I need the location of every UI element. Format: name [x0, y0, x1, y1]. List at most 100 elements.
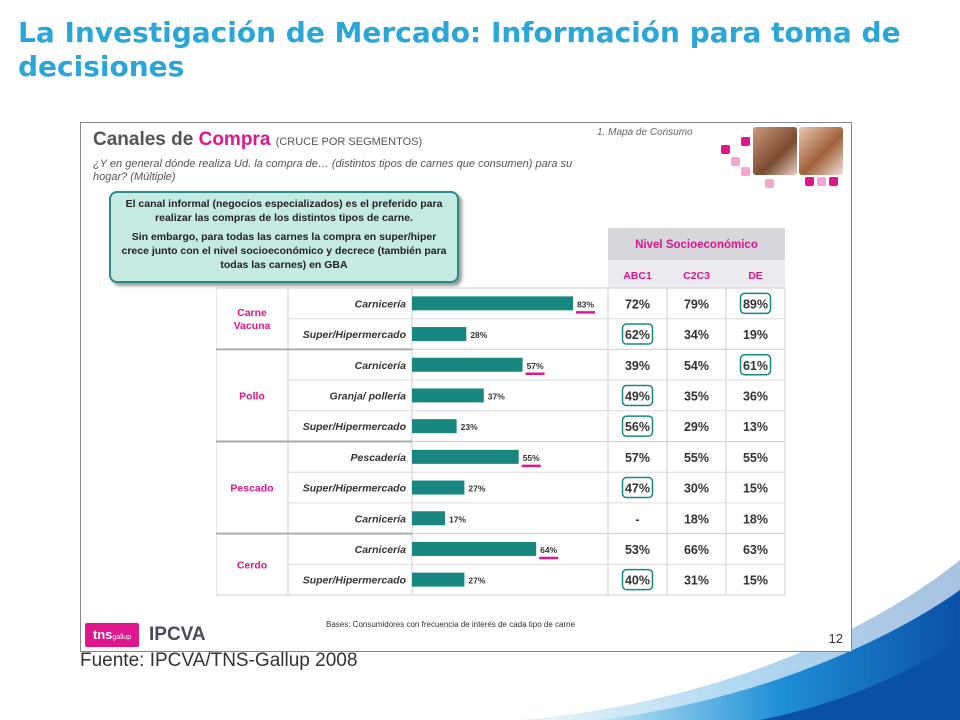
source-note: Fuente: IPCVA/TNS-Gallup 2008: [80, 650, 358, 671]
bar: [412, 419, 457, 434]
ses-value: 18%: [743, 512, 768, 526]
ses-value: 55%: [684, 451, 709, 465]
ses-highlight-box: [739, 292, 772, 315]
ses-value: 61%: [743, 359, 768, 373]
ses-value: 18%: [684, 512, 709, 526]
ses-value: 54%: [684, 359, 709, 373]
channel-label: Pescadería: [351, 452, 407, 464]
ses-value: 36%: [743, 389, 768, 403]
callout-text-1: El canal informal (negocios especializad…: [125, 198, 443, 224]
page-number: 12: [828, 631, 843, 646]
deco-square: [805, 177, 814, 186]
ses-subheader-bg: [608, 260, 785, 288]
section-label: 1. Mapa de Consumo: [597, 127, 693, 138]
bar-value-label: 37%: [488, 391, 505, 401]
ses-value: 29%: [684, 420, 709, 434]
bar-value-label: 83%: [577, 299, 594, 309]
ses-value: 19%: [743, 328, 768, 342]
bar-value-label: 27%: [468, 576, 485, 586]
meat-photo-1: [753, 127, 797, 175]
deco-square: [765, 179, 774, 188]
tns-logo-text: tns: [92, 627, 113, 642]
ses-value: 62%: [625, 328, 650, 342]
ses-value: 66%: [684, 543, 709, 557]
ses-value: 39%: [625, 359, 650, 373]
ses-value: 30%: [684, 482, 709, 496]
channel-label: Super/Hipermercado: [303, 421, 407, 433]
deco-square: [741, 167, 750, 176]
channel-label: Super/Hipermercado: [303, 483, 407, 495]
ses-highlight-box: [621, 568, 654, 591]
bar: [412, 511, 445, 526]
ses-highlight-box: [621, 415, 654, 437]
channel-label: Carnicería: [355, 298, 407, 310]
ses-column-header: C2C3: [683, 270, 710, 282]
ses-value: 13%: [743, 420, 768, 434]
channel-label: Super/Hipermercado: [303, 329, 407, 341]
panel-title-part2: Compra: [198, 129, 271, 150]
ses-column-header: ABC1: [623, 270, 652, 282]
ses-value: 35%: [684, 389, 709, 403]
ses-value: 56%: [625, 420, 650, 434]
channel-label: Carnicería: [355, 513, 407, 525]
bar: [412, 296, 574, 311]
ses-value: 89%: [743, 297, 768, 311]
deco-square: [817, 177, 826, 186]
group-label: Pescado: [230, 483, 273, 495]
chart-panel: Canales de Compra (CRUCE POR SEGMENTOS) …: [80, 122, 852, 652]
ses-value: 57%: [625, 451, 650, 465]
channel-label: Granja/ pollería: [330, 390, 407, 402]
group-label: Cerdo: [237, 559, 267, 571]
bar: [412, 480, 465, 495]
ses-value: 49%: [625, 389, 650, 403]
bar-value-label: 55%: [523, 453, 540, 463]
panel-title-part1: Canales de: [93, 129, 199, 150]
deco-square: [721, 145, 730, 154]
ses-value: 47%: [625, 482, 650, 496]
ses-value: 72%: [625, 297, 650, 311]
ses-header-title: Nivel Socioeconómico: [635, 239, 758, 251]
ses-value: 79%: [684, 297, 709, 311]
tns-logo-sub: gallup: [112, 634, 132, 641]
ses-value: 40%: [625, 574, 650, 588]
ipcva-logo: IPCVA: [149, 624, 206, 645]
ses-value: 53%: [625, 543, 650, 557]
ses-value: 34%: [684, 328, 709, 342]
bases-note: Bases: Consumidores con frecuencia de in…: [326, 620, 576, 629]
ses-column-header: DE: [748, 270, 763, 282]
group-label: Vacuna: [234, 320, 271, 332]
deco-square: [731, 157, 740, 166]
photo-strip: [721, 127, 845, 188]
channel-label: Carnicería: [355, 544, 407, 556]
panel-title: Canales de Compra (CRUCE POR SEGMENTOS): [93, 129, 422, 151]
channel-label: Carnicería: [355, 360, 407, 372]
slide-title: La Investigación de Mercado: Información…: [18, 16, 901, 83]
bar-value-label: 27%: [468, 484, 485, 494]
deco-square: [741, 137, 750, 146]
channel-chart: Nivel Socioeconómico ABC1 C2C3 DE Carnicería…: [216, 228, 786, 596]
channel-label: Super/Hipermercado: [303, 575, 407, 587]
callout-box: El canal informal (negocios especializad…: [109, 191, 459, 283]
bar: [412, 327, 467, 342]
bar-value-label: 57%: [527, 361, 544, 371]
ses-value: 55%: [743, 451, 768, 465]
survey-question: ¿Y en general dónde realiza Ud. la compr…: [93, 158, 573, 183]
bar-value-label: 64%: [540, 545, 557, 555]
bar-value-label: 23%: [461, 422, 478, 432]
ses-value: 63%: [743, 543, 768, 557]
bar-value-label: 28%: [470, 330, 487, 340]
bar-value-label: 17%: [449, 514, 466, 524]
ses-highlight-box: [621, 323, 654, 345]
bar: [412, 357, 523, 372]
group-label: Pollo: [239, 390, 265, 402]
ses-header-bg: [608, 228, 785, 260]
bar: [412, 449, 519, 464]
ses-value: -: [635, 512, 639, 526]
callout-text-2: Sin embargo, para todas las carnes la co…: [121, 231, 447, 271]
ses-value: 15%: [743, 482, 768, 496]
ses-highlight-box: [739, 354, 772, 376]
meat-photo-2: [799, 127, 843, 175]
tns-gallup-logo: tnsgallup: [85, 623, 139, 647]
panel-title-part3: (CRUCE POR SEGMENTOS): [275, 136, 423, 148]
